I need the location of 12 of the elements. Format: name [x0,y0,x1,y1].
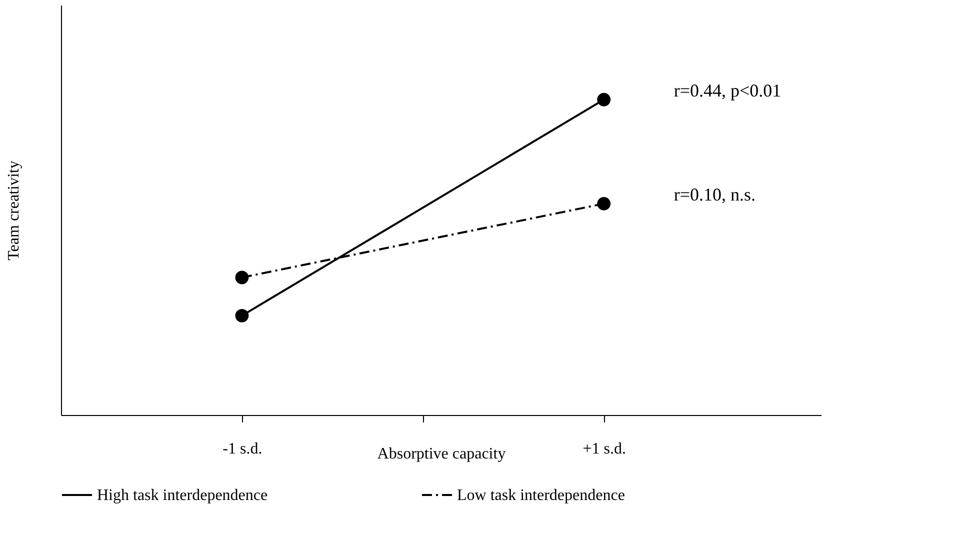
point [235,270,249,284]
x-axis-title: Absorptive capacity [377,446,506,462]
legend-label: Low task interdependence [457,487,625,504]
annotation: r=0.44, p<0.01 [674,80,782,101]
point [597,92,611,106]
x-tick-label: +1 s.d. [582,440,626,458]
point [597,197,611,210]
x-tick-label: -1 s.d. [222,440,262,458]
y-axis-title: Team creativity [6,160,22,260]
annotation: r=0.10, n.s. [674,184,756,205]
point [235,308,249,322]
legend-label: High task interdependence [97,487,268,504]
